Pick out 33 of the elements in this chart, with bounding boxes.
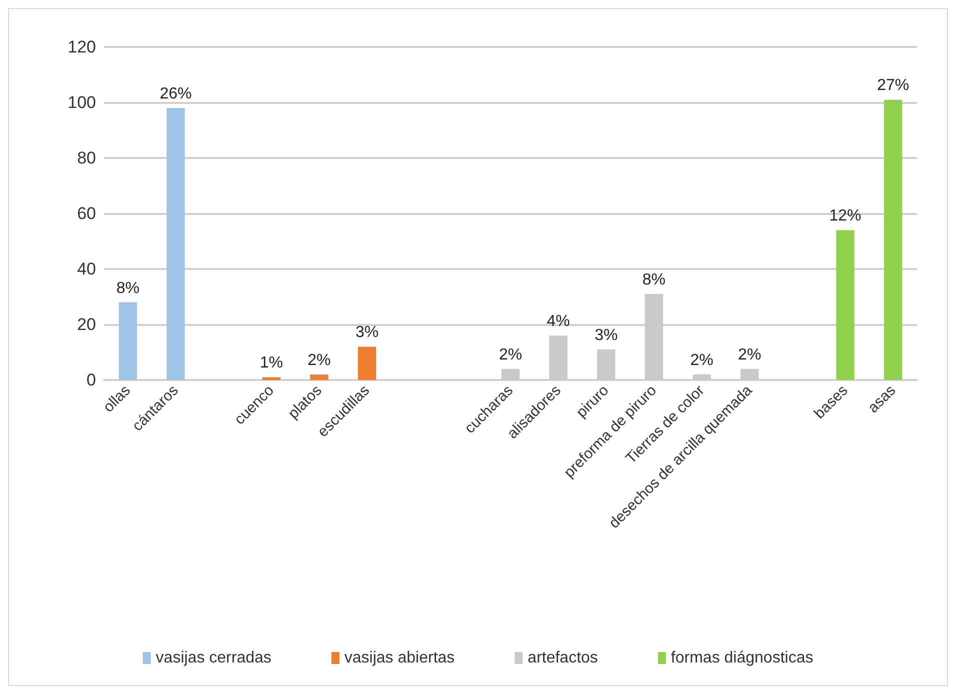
y-tick-label: 120: [68, 38, 96, 56]
bar: [310, 374, 328, 380]
annotation: 1%: [260, 354, 283, 372]
annotation: 2%: [308, 352, 331, 369]
bar: [358, 346, 376, 380]
annotation: 26%: [160, 86, 192, 103]
annotation: 27%: [877, 77, 910, 94]
annotation: 2%: [690, 352, 714, 369]
bar: [836, 230, 854, 380]
annotation: 12%: [829, 208, 862, 225]
y-tick-label: 60: [77, 204, 96, 223]
x-tick-label: ollas: [100, 382, 134, 416]
legend-label: vasijas abiertas: [344, 650, 455, 666]
bar: [118, 302, 137, 380]
annotation: 8%: [642, 271, 666, 288]
annotation: 3%: [594, 326, 618, 344]
y-tick-label: 80: [77, 148, 96, 168]
legend-label: formas diágnosticas: [670, 650, 814, 666]
bar: [884, 100, 902, 380]
annotation: 2%: [498, 346, 522, 364]
y-tick-label: 0: [86, 370, 96, 390]
legend-label: vasijas cerradas: [156, 650, 272, 666]
annotation: 8%: [116, 280, 140, 297]
legend-label: artefactos: [528, 650, 598, 666]
y-tick-label: 40: [77, 260, 96, 278]
bar: [166, 108, 185, 380]
x-tick-label: asas: [864, 382, 900, 416]
annotation: 3%: [355, 324, 379, 342]
annotation: 4%: [546, 313, 570, 330]
bar: [262, 377, 280, 380]
y-tick-label: 20: [77, 315, 96, 334]
y-tick-label: 100: [68, 93, 96, 112]
annotation: 2%: [738, 346, 762, 364]
